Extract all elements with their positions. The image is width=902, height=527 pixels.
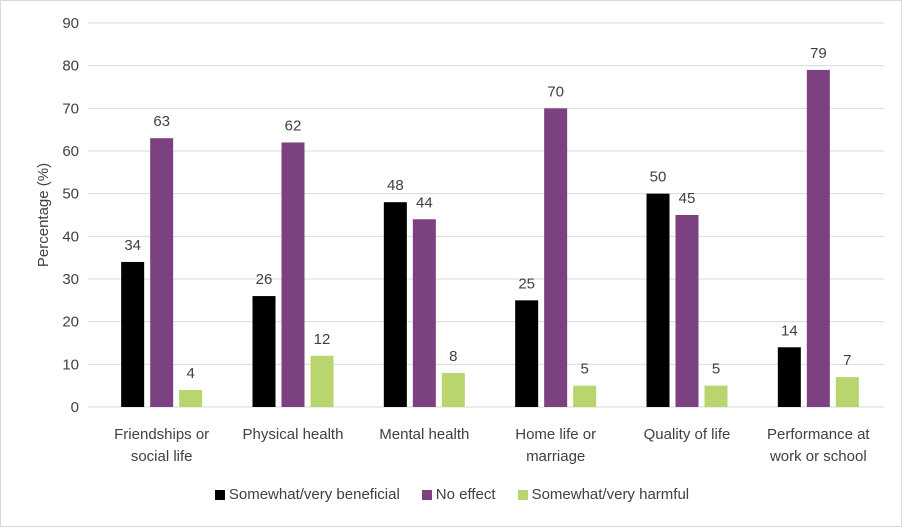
data-label: 5 (580, 361, 588, 378)
bar (121, 261, 145, 407)
y-tick-label: 80 (62, 58, 79, 75)
y-axis-label: Percentage (%) (35, 163, 52, 267)
x-tick-label: Home life or (515, 426, 596, 443)
bar (252, 296, 276, 407)
bar (383, 202, 407, 407)
y-tick-label: 20 (62, 314, 79, 331)
x-tick-label: work or school (769, 448, 867, 465)
legend-swatch (214, 489, 225, 500)
bar (412, 219, 436, 407)
legend-label: Somewhat/very harmful (531, 486, 690, 503)
bar (704, 385, 728, 407)
data-label: 45 (679, 190, 696, 207)
legend: Somewhat/very beneficial No effect Somewha… (1, 486, 902, 503)
y-tick-label: 60 (62, 143, 79, 160)
bar (515, 300, 539, 407)
bar (777, 347, 801, 407)
data-label: 14 (781, 322, 798, 339)
data-label: 25 (518, 275, 535, 292)
legend-item: No effect (421, 486, 496, 503)
bar (310, 355, 334, 407)
data-label: 79 (810, 45, 827, 62)
data-label: 70 (547, 83, 564, 100)
bar-chart: 0 10 20 30 40 50 60 70 80 90 Percentage (%) Friends… (35, 15, 884, 465)
legend-label: Somewhat/very beneficial (228, 486, 400, 503)
x-tick-label: marriage (526, 448, 585, 465)
bar (150, 138, 174, 407)
data-label: 63 (153, 113, 170, 130)
x-tick-label: Quality of life (644, 426, 731, 443)
data-label: 44 (416, 194, 433, 211)
x-tick-label: social life (131, 448, 193, 465)
data-label: 48 (387, 177, 404, 194)
data-label: 7 (843, 352, 851, 369)
data-label: 26 (256, 271, 273, 288)
legend-item: Somewhat/very beneficial (214, 486, 400, 503)
data-label: 50 (650, 169, 667, 186)
bar (835, 377, 859, 407)
x-tick-label: Friendships or (114, 426, 209, 443)
x-tick-label: Mental health (379, 426, 469, 443)
data-label: 8 (449, 348, 457, 365)
bar (179, 389, 203, 407)
y-tick-label: 10 (62, 356, 79, 373)
x-tick-label: Performance at (767, 426, 870, 443)
bar (675, 215, 699, 407)
data-label: 62 (285, 117, 302, 134)
y-tick-label: 0 (71, 399, 79, 416)
legend-swatch (517, 489, 528, 500)
data-label: 34 (124, 237, 141, 254)
data-label: 4 (186, 365, 194, 382)
y-tick-label: 40 (62, 228, 79, 245)
legend-swatch (421, 489, 432, 500)
bar (646, 193, 670, 407)
legend-label: No effect (435, 486, 496, 503)
bar (806, 69, 830, 407)
y-tick-label: 30 (62, 271, 79, 288)
x-tick-label: Physical health (243, 426, 344, 443)
y-tick-label: 50 (62, 186, 79, 203)
y-tick-label: 90 (62, 15, 79, 32)
bar (544, 108, 568, 407)
y-tick-label: 70 (62, 100, 79, 117)
data-label: 5 (712, 361, 720, 378)
data-label: 12 (314, 331, 331, 348)
bar (573, 385, 597, 407)
bar (281, 142, 305, 407)
bar (441, 372, 465, 407)
legend-item: Somewhat/very harmful (517, 486, 690, 503)
